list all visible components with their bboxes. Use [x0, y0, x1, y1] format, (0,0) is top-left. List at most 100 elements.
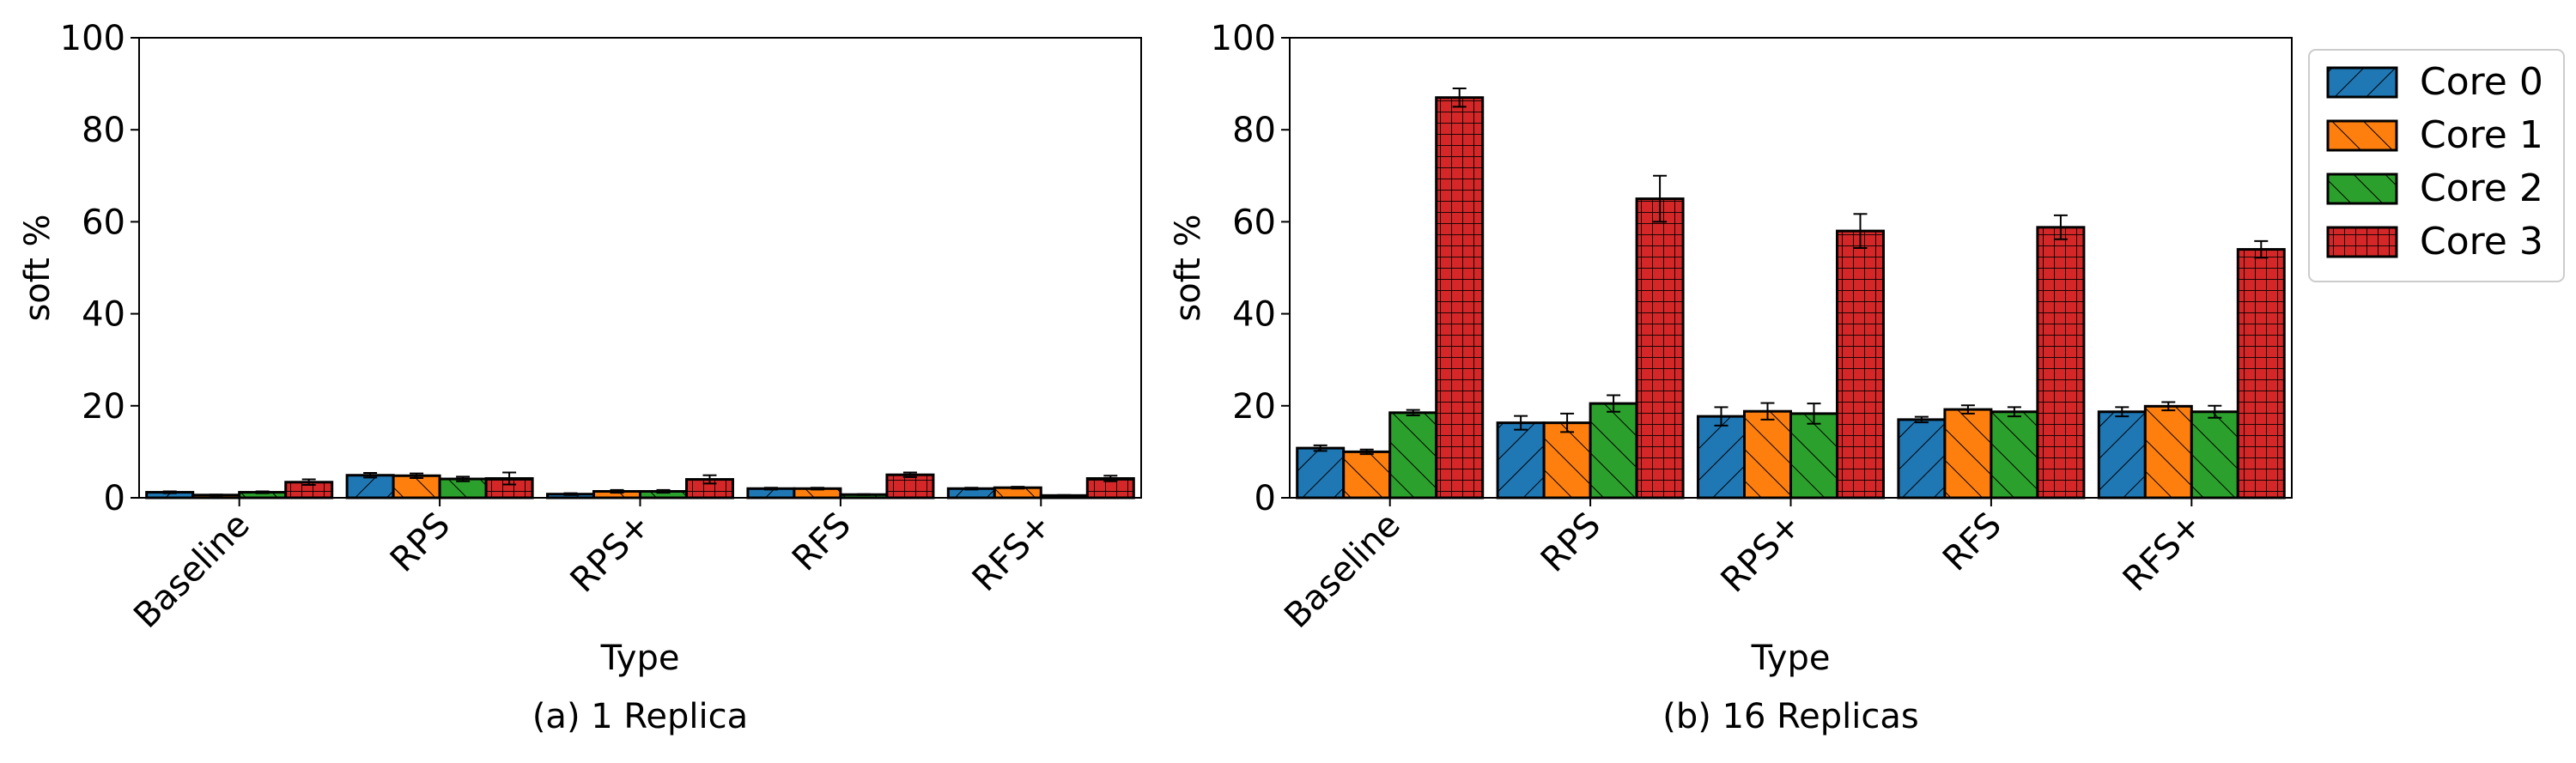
legend-label-0: Core 0 [2420, 60, 2543, 104]
legend-entry-core-1: Core 1 [2326, 113, 2543, 157]
error-bar-b-3-4 [2254, 239, 2269, 259]
error-bar-b-3-2 [1853, 213, 1868, 249]
bar-a-core-3-1 [484, 476, 534, 500]
x-tick-label-b-3: RFS [1935, 506, 2009, 579]
error-bar-a-2-0 [255, 490, 270, 494]
error-bar-b-1-1 [1560, 412, 1575, 433]
y-tick-label-b-0: 0 [1255, 479, 1276, 518]
error-bar-b-0-0 [1313, 444, 1327, 452]
error-bar-b-2-2 [1807, 403, 1821, 425]
bar-a-core-1-1 [392, 474, 441, 500]
error-bar-a-3-2 [702, 474, 717, 485]
y-axis-label-b: soft % [1169, 214, 1208, 321]
y-tick-label-a-1: 20 [82, 387, 125, 427]
legend-box [2308, 49, 2565, 282]
chart-panel-a: 0 20 40 60 80 100 Baseline RPS RPS+ RFS RFS+ Type so… [18, 19, 1142, 736]
error-bar-b-0-2 [1714, 406, 1728, 427]
caption-a: (a) 1 Replica [532, 697, 748, 736]
y-tick-label-a-0: 0 [104, 479, 125, 518]
error-bar-a-3-1 [502, 471, 517, 486]
bar-b-core-0-2 [1697, 415, 1746, 500]
error-bar-b-1-4 [2161, 401, 2176, 412]
plot-frame-a [138, 37, 1142, 499]
legend-label-1: Core 1 [2420, 113, 2543, 157]
bar-b-core-3-1 [1635, 197, 1685, 500]
bar-b-core-1-2 [1743, 409, 1792, 500]
error-bar-b-1-0 [1359, 448, 1374, 456]
legend-label-3: Core 3 [2420, 220, 2543, 263]
error-bar-b-0-4 [2115, 406, 2129, 418]
y-tick-label-b-5: 100 [1211, 19, 1276, 58]
error-bar-a-1-0 [209, 494, 223, 497]
error-bar-a-1-2 [610, 488, 624, 494]
bar-b-core-0-0 [1296, 446, 1346, 500]
bar-b-core-1-4 [2143, 404, 2193, 500]
error-bar-b-0-1 [1514, 415, 1528, 431]
bar-b-core-3-2 [1836, 229, 1885, 500]
bar-b-core-0-4 [2097, 410, 2147, 500]
error-bar-a-3-3 [902, 471, 917, 478]
error-bar-b-2-4 [2208, 404, 2222, 419]
error-bar-b-3-0 [1452, 87, 1467, 108]
y-axis-label-a: soft % [18, 214, 58, 321]
bar-b-core-1-0 [1342, 450, 1392, 500]
error-bar-a-3-4 [1103, 475, 1118, 482]
error-bar-b-3-3 [2053, 214, 2068, 240]
error-bar-a-2-1 [456, 475, 471, 482]
error-bar-a-0-3 [763, 487, 778, 491]
error-bar-a-2-4 [1057, 494, 1072, 497]
x-tick-label-b-0: Baseline [1277, 506, 1407, 636]
x-tick-label-b-1: RPS [1534, 506, 1608, 580]
error-bar-a-0-2 [563, 492, 578, 496]
bar-a-core-0-1 [345, 474, 395, 500]
bar-a-core-3-0 [284, 481, 334, 500]
bar-b-core-3-4 [2236, 248, 2286, 500]
y-tick-label-b-3: 60 [1232, 203, 1276, 242]
bar-b-core-1-3 [1943, 408, 1993, 500]
error-bar-a-1-1 [410, 472, 424, 479]
bar-b-core-3-0 [1435, 96, 1485, 500]
x-tick-label-a-3: RFS [785, 506, 859, 579]
caption-b: (b) 16 Replicas [1662, 697, 1919, 736]
bar-b-core-3-3 [2036, 226, 2086, 500]
error-bar-b-3-1 [1653, 174, 1668, 223]
legend: Core 0 Core 1 Core 2 Core 3 [2308, 49, 2565, 282]
bar-b-core-2-2 [1789, 412, 1838, 500]
legend-label-2: Core 2 [2420, 167, 2543, 210]
bar-b-core-1-1 [1542, 421, 1592, 500]
x-axis-label-a: Type [600, 639, 680, 678]
error-bar-b-1-3 [1960, 404, 1975, 415]
chart-panel-b: 0 20 40 60 80 100 Baseline RPS RPS+ RFS RFS+ Type so… [1169, 19, 2293, 736]
bar-b-core-2-0 [1388, 411, 1438, 500]
x-tick-label-a-2: RPS+ [563, 506, 659, 601]
bar-b-core-0-3 [1897, 418, 1947, 500]
y-tick-label-b-1: 20 [1232, 387, 1276, 427]
y-tick-label-a-5: 100 [60, 19, 125, 58]
x-tick-label-b-2: RPS+ [1714, 506, 1809, 601]
error-bar-b-2-1 [1607, 394, 1621, 413]
error-bar-b-1-2 [1760, 402, 1775, 421]
error-bar-b-0-3 [1914, 415, 1929, 424]
x-tick-label-a-0: Baseline [126, 506, 257, 636]
x-tick-label-a-1: RPS [383, 506, 458, 580]
y-tick-label-a-3: 60 [82, 203, 125, 242]
bar-b-core-0-1 [1496, 421, 1546, 500]
y-tick-label-a-4: 80 [82, 111, 125, 150]
error-bar-a-0-4 [964, 487, 979, 491]
x-tick-label-a-4: RFS+ [965, 506, 1060, 600]
x-axis-label-b: Type [1751, 639, 1831, 678]
y-tick-label-b-4: 80 [1232, 111, 1276, 150]
error-bar-a-2-3 [856, 493, 871, 496]
error-bar-a-0-1 [363, 472, 378, 479]
legend-entry-core-0: Core 0 [2326, 60, 2543, 104]
y-tick-label-b-2: 40 [1232, 295, 1276, 335]
legend-entry-core-3: Core 3 [2326, 220, 2543, 263]
error-bar-a-1-3 [810, 487, 824, 491]
error-bar-b-2-3 [2007, 406, 2021, 418]
bar-a-core-3-3 [885, 473, 935, 500]
error-bar-a-3-0 [301, 478, 316, 486]
error-bar-b-2-0 [1406, 409, 1420, 417]
bar-b-core-2-1 [1589, 402, 1638, 500]
x-tick-label-b-4: RFS+ [2116, 506, 2210, 600]
error-bar-a-1-4 [1011, 486, 1025, 490]
